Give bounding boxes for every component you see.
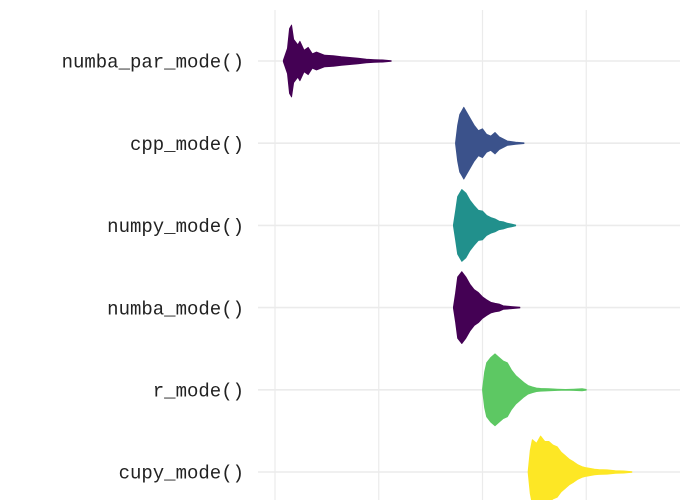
violin-numpy-mode [453, 189, 517, 262]
y-tick-label-numba-mode: numba_mode() [107, 298, 244, 320]
y-tick-label-numba-par-mode: numba_par_mode() [62, 52, 244, 74]
y-tick-label-r-mode: r_mode() [153, 380, 244, 402]
y-tick-label-cpp-mode: cpp_mode() [130, 134, 244, 156]
violins [282, 24, 633, 500]
y-axis-tick-labels: numba_par_mode() cpp_mode() numpy_mode()nu… [62, 52, 244, 485]
violin-cupy-mode [527, 435, 633, 500]
vertical-gridlines [274, 10, 587, 500]
y-tick-label-cupy-mode: cupy_mode() [119, 463, 244, 485]
violin-cpp-mode [455, 106, 525, 180]
violin-r-mode [482, 353, 587, 427]
violin-numba-mode [453, 271, 521, 344]
y-tick-label-numpy-mode: numpy_mode() [107, 216, 244, 238]
violin-numba-par-mode [282, 24, 392, 98]
